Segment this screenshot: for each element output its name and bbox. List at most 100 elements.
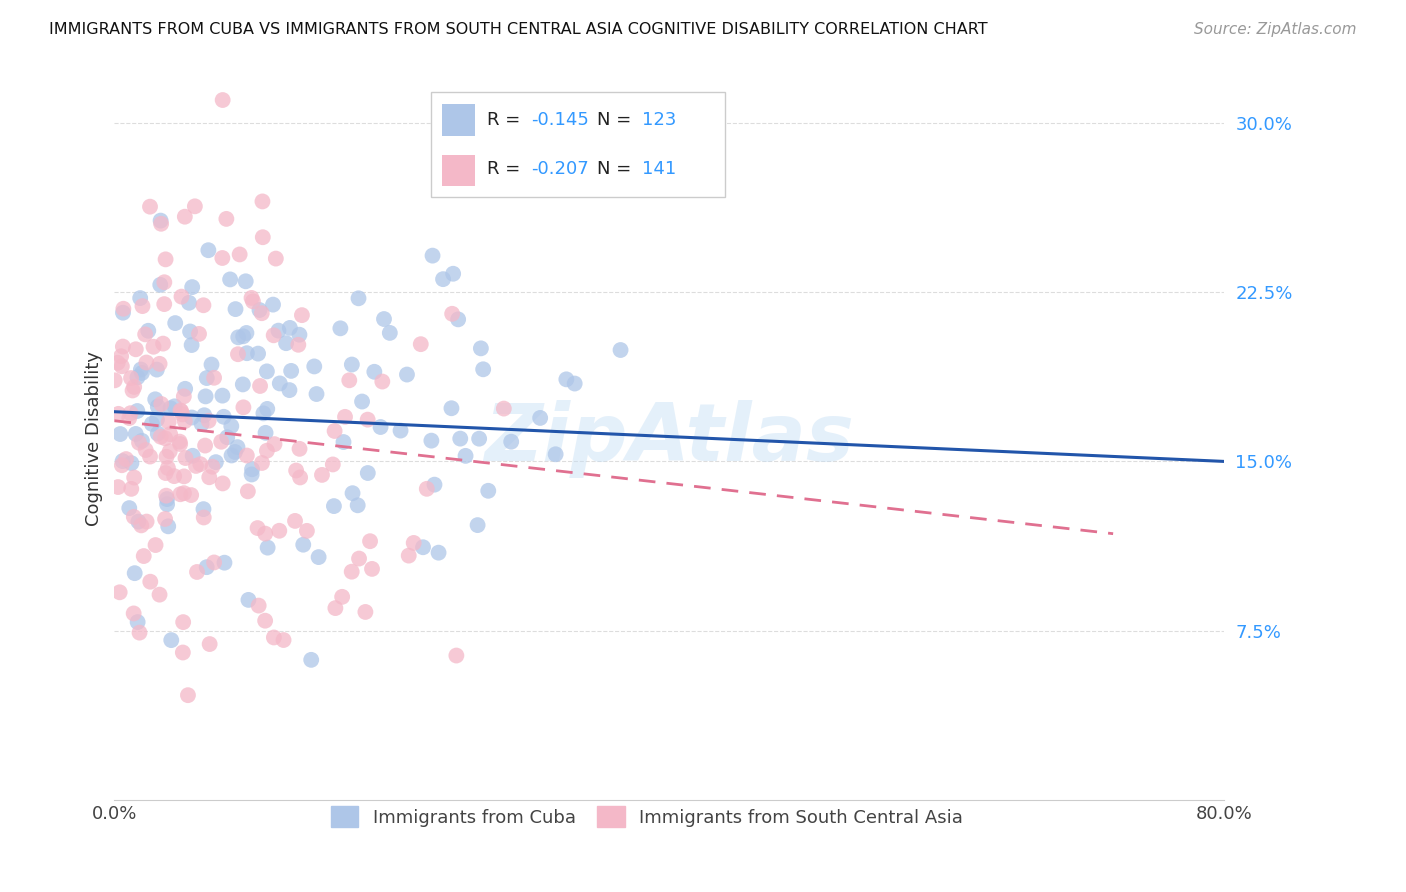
Point [555,372,578,386]
Point [112,301,135,316]
Point [128,625,150,640]
Point [212,409,235,424]
Point [129,518,152,533]
Point [211,251,233,265]
Point [149,430,172,444]
Point [125,426,148,441]
Point [228,247,250,261]
Point [409,337,432,351]
Point [181,280,204,294]
Point [333,409,356,424]
Point [357,412,380,426]
Point [477,483,499,498]
Point [240,462,263,476]
Point [159,444,181,458]
Point [149,213,172,227]
Point [354,605,377,619]
Point [211,93,233,107]
Point [139,574,162,589]
Point [146,426,169,441]
Point [263,631,285,645]
Point [146,362,169,376]
Point [173,486,195,500]
Point [163,469,186,483]
Point [416,482,439,496]
Point [269,524,291,538]
Point [141,417,163,431]
Point [211,389,233,403]
Point [150,397,173,411]
Point [225,302,247,317]
Point [340,358,363,372]
Point [155,466,177,480]
Point [170,404,193,418]
Point [278,383,301,397]
Point [432,272,454,286]
Point [150,217,173,231]
Point [179,325,201,339]
Point [252,406,274,420]
Point [254,425,277,440]
Point [184,458,207,473]
Point [262,298,284,312]
Point [195,371,218,385]
Point [252,194,274,209]
Point [447,312,470,326]
Point [145,538,167,552]
Point [153,297,176,311]
Point [172,408,194,422]
Point [163,400,186,414]
Point [564,376,586,391]
Point [284,514,307,528]
Point [263,328,285,343]
Y-axis label: Cognitive Disability: Cognitive Disability [86,351,103,526]
Point [361,562,384,576]
Point [242,294,264,309]
Point [337,373,360,387]
Point [184,199,207,213]
Point [323,499,346,513]
Point [188,457,211,471]
Point [226,440,249,454]
Point [347,551,370,566]
Point [111,359,134,374]
Point [193,502,215,516]
Point [104,373,127,387]
Point [215,211,238,226]
Point [389,424,412,438]
Point [148,588,170,602]
Point [186,565,208,579]
Point [188,326,211,341]
Point [250,306,273,320]
Point [501,434,523,449]
Text: ZipAtlas: ZipAtlas [484,400,855,478]
Point [470,342,492,356]
Point [329,321,352,335]
Point [278,321,301,335]
Point [249,379,271,393]
Point [165,316,187,330]
Point [136,324,159,338]
Point [264,252,287,266]
Point [172,615,194,629]
Point [122,470,145,484]
Point [274,336,297,351]
Point [159,427,181,442]
Point [111,340,134,354]
Point [120,482,142,496]
Point [142,340,165,354]
Point [370,420,392,434]
Point [135,442,157,457]
Point [122,380,145,394]
Point [412,541,434,555]
Point [454,449,477,463]
Point [197,414,219,428]
Point [305,387,328,401]
Point [127,370,149,384]
Point [226,347,249,361]
Point [110,427,132,442]
Point [128,435,150,450]
Point [157,519,180,533]
Point [422,249,444,263]
Point [193,298,215,312]
